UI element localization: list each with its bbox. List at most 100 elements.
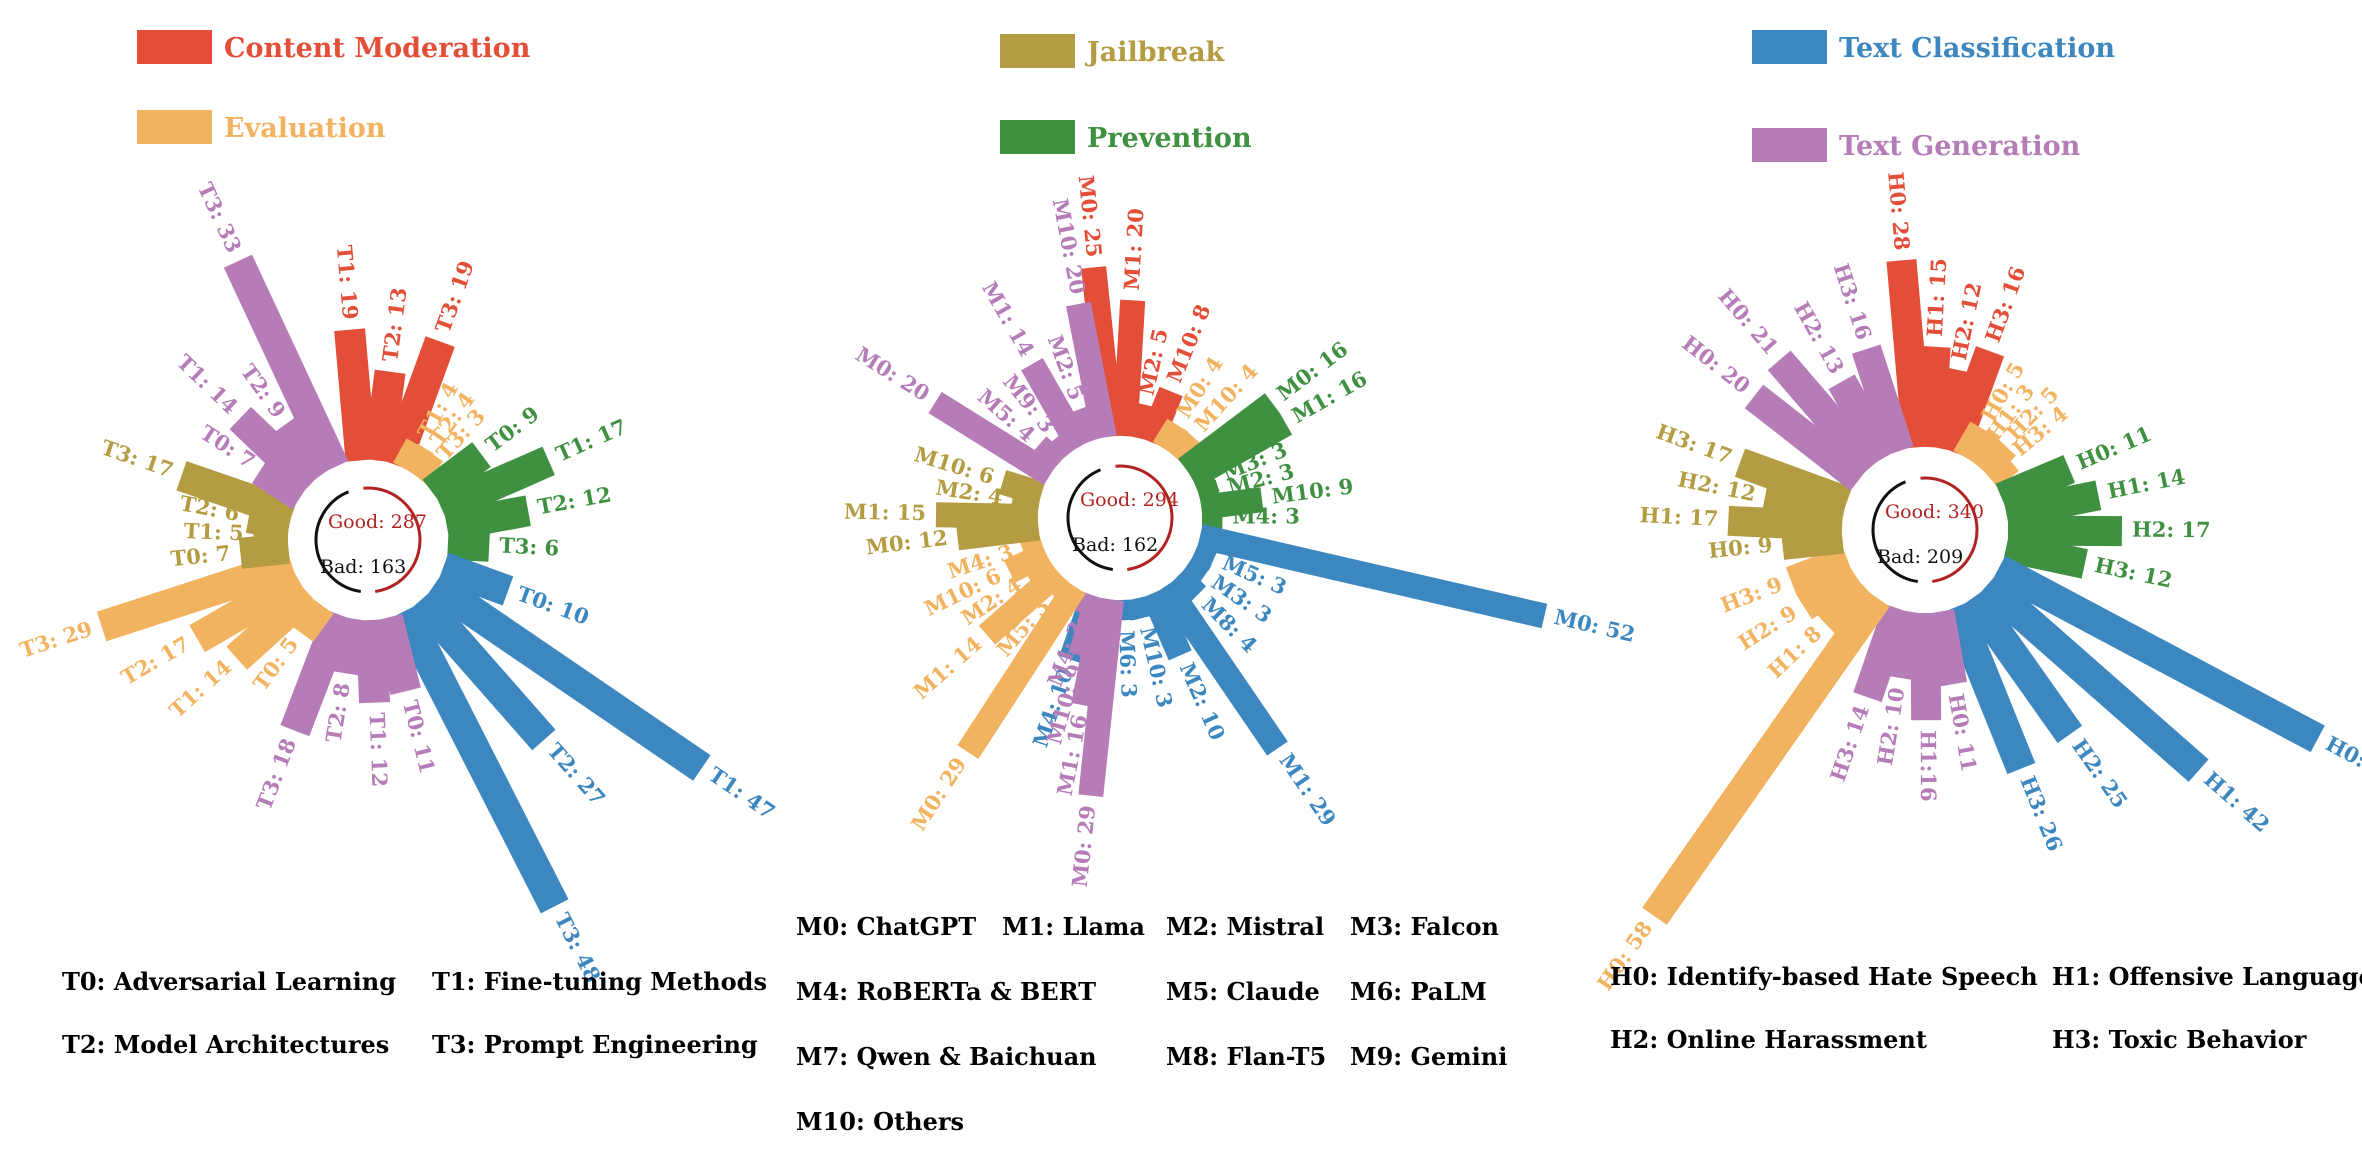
bar-label-m0-29: M0: 29 [1067,804,1100,888]
bar-t3-17-jailbreak [176,461,298,529]
bar-label-h1-42: H1: 42 [2199,766,2275,837]
bar-label-t0-9: T0: 9 [481,401,544,457]
bar-label-h1-15: H1: 15 [1922,257,1951,337]
bar-t3-18-text-generation [280,609,354,737]
bar-m1-14-text-generation [1021,358,1091,454]
key-m3: M3: Falcon [1350,912,1499,941]
bar-h3-4-evaluation [1978,447,2019,489]
bar-m0-52-text-classification [1197,524,1548,629]
key-t2: T2: Model Architectures [62,1030,389,1059]
bar-label-t2-17: T2: 17 [117,631,194,690]
bar-label-h3-12: H3: 12 [2092,552,2174,593]
key-m7: M7: Qwen & Baichuan [796,1042,1097,1071]
bar-m1-14-evaluation [978,562,1067,645]
panel-techniques: Content Moderation Evaluation T1: 19 T2: 13… [17,30,780,1059]
legend-label-content-moderation: Content Moderation [224,33,531,64]
bar-label-m1-20: M1: 20 [1119,208,1149,291]
bar-label-m0-20: M0: 20 [851,341,934,406]
bar-t3-19-content-moderation [380,336,455,471]
good-count-label: Good: 287 [328,511,427,533]
bar-t2-27-text-classification [409,589,556,751]
key-m8: M8: Flan-T5 [1166,1042,1326,1071]
legend-label-prevention: Prevention [1087,123,1252,154]
bar-t1-47-text-classification [425,572,711,781]
bar-label-m1-29: M1: 29 [1274,749,1341,831]
bar-h3-16-text-generation [1852,344,1914,456]
bar-m10-9-text-generation [1068,593,1110,660]
bar-label-t1-17: T1: 17 [552,414,630,467]
bar-m10-20-text-generation [1066,301,1117,440]
bar-m2-10-text-classification [1141,588,1192,661]
bar-t2-12-prevention [443,495,531,541]
bar-t3-33-text-generation [223,254,349,474]
bar-h2-13-text-generation [1828,374,1898,465]
key-m9: M9: Gemini [1350,1042,1507,1071]
bad-arc [314,490,361,593]
key-h1: H1: Offensive Language [2052,962,2362,991]
bar-label-h0-11: H0: 11 [1944,692,1982,774]
key-m6: M6: PaLM [1350,977,1487,1006]
bar-label-t0-11: T0: 11 [398,697,440,775]
bar-label-h2-25: H2: 25 [2067,734,2133,813]
bar-h3-17-jailbreak [1734,448,1853,516]
bar-t0-5-evaluation [288,595,334,642]
bar-t3-48-text-classification [390,604,569,914]
key-t3: T3: Prompt Engineering [432,1030,758,1059]
bar-label-t3-17: T3: 17 [98,435,177,483]
bar-label-t2-27: T2: 27 [543,738,611,810]
bar-label-t0-10: T0: 10 [514,581,593,630]
good-count-label: Good: 340 [1885,501,1984,523]
bar-label-h3-17: H3: 17 [1653,419,1736,469]
bar-h3-16-content-moderation [1939,346,2005,458]
bad-count-label: Bad: 163 [320,556,406,578]
key-t1: T1: Fine-tuning Methods [432,967,767,996]
good-count-label: Good: 294 [1080,489,1179,511]
bar-m0-20-text-generation [928,391,1058,486]
bar-m10-8-content-moderation [1139,386,1183,447]
bar-t1-14-evaluation [226,582,319,670]
bar-label-h3-14: H3: 14 [1825,702,1874,785]
bar-label-t3-18: T3: 18 [251,735,301,814]
key-h3: H3: Toxic Behavior [2052,1025,2307,1054]
key-h2: H2: Online Harassment [1610,1025,1927,1054]
bar-label-t3-33: T3: 33 [193,178,247,256]
good-arc [1920,476,1979,583]
key-m10: M10: Others [796,1107,964,1136]
bar-label-h0-28: H0: 28 [1883,171,1915,252]
legend-label-jailbreak: Jailbreak [1085,37,1226,68]
bar-label-h0-21: H0: 21 [1713,284,1783,360]
bar-t0-7-text-generation [252,457,310,510]
bar-m0-29-text-generation [1078,598,1124,797]
legend-swatch-text-generation [1752,128,1827,162]
bar-t3-29-evaluation [96,550,297,642]
bar-m10-6-jailbreak [998,470,1046,506]
bar-label-h3-26: H3: 26 [2015,772,2068,854]
bar-label-t3-6: T3: 6 [499,532,560,560]
bar-label-m1-14: M1: 14 [977,277,1040,361]
bar-label-t1-14: T1: 14 [172,349,243,419]
bar-label-m0-12: M0: 12 [864,525,949,560]
bar-label-h0-11: H0: 11 [2073,421,2155,475]
bar-h3-14-text-generation [1853,603,1913,703]
bar-h1-42-text-classification [1977,573,2209,782]
legend-label-evaluation: Evaluation [224,113,386,144]
bar-label-h0-54: H0: 54 [2322,731,2362,790]
key-m1: M1: Llama [1002,912,1145,941]
bar-label-m0-52: M0: 52 [1552,604,1638,647]
bar-m1-16-prevention [1185,412,1293,489]
bar-t1-17-prevention [435,446,555,523]
key-m4: M4: RoBERTa & BERT [796,977,1096,1006]
bar-m0-29-evaluation [957,580,1086,759]
key-h0: H0: Identify-based Hate Speech [1610,962,2038,991]
bar-label-t1-12: T1: 12 [365,712,393,787]
key-m2: M2: Mistral [1166,912,1324,941]
bar-label-h1-17: H1: 17 [1639,502,1719,531]
bar-label-t3-29: T3: 29 [17,616,96,663]
bar-h0-54-text-classification [1991,555,2325,753]
bar-label-h3-16: H3: 16 [1980,263,2030,346]
bad-arc [1871,480,1918,583]
bar-label-t1-19: T1: 19 [332,244,363,320]
bar-label-t1-5: T1: 5 [183,518,244,545]
